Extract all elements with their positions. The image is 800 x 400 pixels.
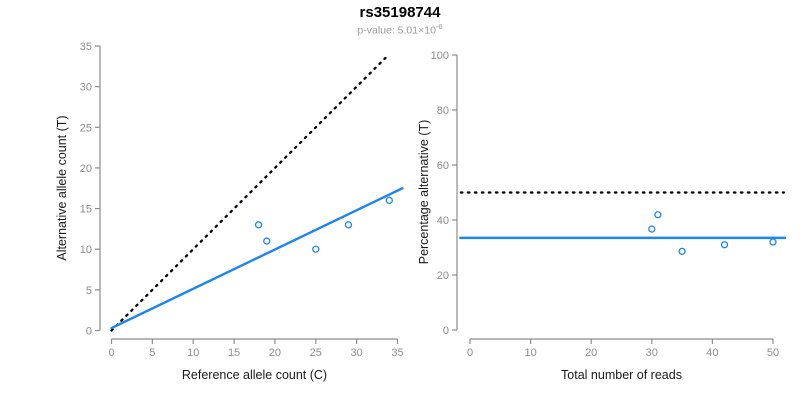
left-yaxis-title: Alternative allele count (T) (55, 115, 69, 261)
x-tick-label: 10 (524, 347, 536, 359)
x-tick-label: 10 (187, 347, 199, 359)
y-tick-label: 20 (437, 270, 449, 282)
y-tick-label: 40 (437, 215, 449, 227)
right-xaxis-title: Total number of reads (561, 368, 682, 382)
plot-title: rs35198744 (359, 4, 441, 21)
right-yaxis-title: Percentage alternative (T) (417, 119, 431, 265)
data-point (648, 225, 656, 233)
y-tick-label: 0 (443, 325, 449, 337)
y-tick-label: 100 (431, 50, 449, 62)
fit-line (110, 187, 404, 330)
y-tick-label: 25 (80, 122, 92, 134)
y-tick-label: 15 (80, 204, 92, 216)
x-tick-label: 30 (646, 347, 658, 359)
y-tick-label: 20 (80, 163, 92, 175)
x-tick-label: 20 (269, 347, 281, 359)
data-point (720, 241, 729, 249)
plot-subtitle: p-value: 5.01×10-6 (0, 22, 800, 37)
data-point (263, 237, 271, 245)
y-tick-label: 0 (86, 326, 92, 338)
x-tick-label: 40 (706, 347, 718, 359)
y-tick-label: 30 (80, 82, 92, 94)
y-tick-label: 35 (80, 41, 92, 53)
data-point (344, 221, 353, 229)
x-tick-label: 15 (228, 347, 240, 359)
x-tick-label: 50 (767, 347, 779, 359)
y-tick-label: 10 (80, 244, 92, 256)
x-tick-label: 20 (585, 347, 597, 359)
pvalue-text: p-value: 5.01×10 (357, 24, 436, 37)
left-xaxis-title: Reference allele count (C) (181, 368, 328, 382)
y-tick-label: 80 (437, 105, 449, 117)
identity-line (110, 52, 391, 332)
data-point (769, 238, 777, 246)
y-tick-label: 5 (86, 285, 92, 297)
x-tick-label: 35 (391, 347, 403, 359)
data-point (254, 221, 263, 229)
x-tick-label: 25 (310, 347, 322, 359)
data-point (312, 245, 320, 253)
data-point (654, 211, 662, 219)
pvalue-exponent: -6 (435, 22, 443, 31)
x-tick-label: 0 (467, 347, 473, 359)
x-tick-label: 5 (149, 347, 155, 359)
y-tick-label: 60 (437, 160, 449, 172)
x-tick-label: 30 (351, 347, 363, 359)
x-tick-label: 0 (108, 347, 114, 359)
data-point (385, 196, 393, 205)
data-point (678, 247, 686, 256)
